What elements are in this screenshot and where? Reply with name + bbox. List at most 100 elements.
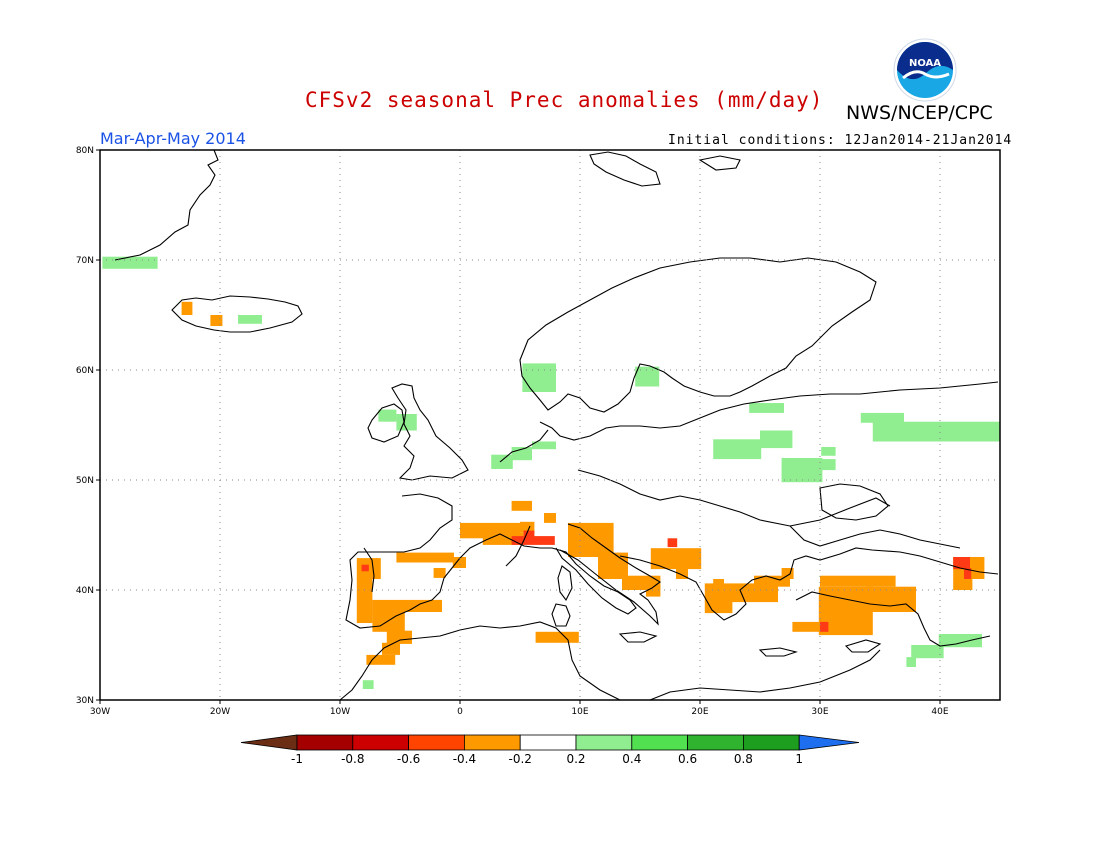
anomaly-cell-41 — [382, 642, 400, 655]
legend-label: 1 — [795, 752, 803, 766]
legend-swatch — [687, 734, 744, 751]
anomaly-cell-45 — [704, 583, 778, 603]
anomaly-cell-48 — [754, 575, 790, 587]
anomaly-cell-22 — [362, 680, 374, 689]
legend-label: 0.8 — [734, 752, 753, 766]
anomaly-cell-4 — [378, 409, 397, 422]
anomaly-cell-14 — [781, 458, 823, 483]
anomaly-cell-58 — [667, 538, 678, 548]
anomaly-cell-62 — [964, 568, 972, 579]
anomaly-cell-34 — [356, 558, 381, 579]
anomaly-cell-56 — [511, 536, 555, 545]
lon-tick-label: 20E — [691, 707, 708, 717]
anomaly-cell-18 — [872, 421, 1000, 442]
anomaly-cell-50 — [792, 621, 823, 632]
legend-label: -0.4 — [453, 752, 476, 766]
anomaly-cell-3 — [238, 315, 262, 324]
anomaly-cell-17 — [860, 412, 904, 423]
anomaly-cell-38 — [372, 609, 405, 632]
noaa-logo-text: NOAA — [909, 58, 941, 69]
lon-tick-label: 40E — [931, 707, 948, 717]
legend-label: 0.6 — [678, 752, 697, 766]
lat-tick-label: 60N — [76, 366, 94, 376]
coastlines — [114, 149, 999, 701]
anomaly-cell-29 — [598, 552, 628, 579]
lat-tick-label: 70N — [76, 256, 94, 266]
legend-label: -1 — [291, 752, 303, 766]
anomaly-cell-49 — [781, 568, 794, 579]
map-frame — [99, 149, 1001, 701]
lon-tick-label: 0 — [457, 707, 463, 717]
initial-conditions-label: Initial conditions: 12Jan2014-21Jan2014 — [668, 133, 1013, 148]
legend-arrow-high — [798, 734, 860, 751]
legend-arrow-low — [240, 734, 298, 751]
anomaly-cell-55 — [953, 577, 973, 590]
graticule — [100, 150, 1000, 700]
anomaly-cell-5 — [396, 414, 417, 431]
anomaly-cell-7 — [635, 366, 660, 387]
period-label: Mar-Apr-May 2014 — [100, 129, 246, 148]
lon-tick-label: 20W — [210, 707, 230, 717]
legend-label: 0.2 — [566, 752, 585, 766]
legend-swatch — [743, 734, 800, 751]
anomaly-cell-26 — [520, 521, 535, 533]
anomaly-cell-33 — [676, 568, 688, 579]
anomaly-cell-60 — [820, 621, 829, 632]
anomaly-cell-10 — [532, 441, 556, 450]
anomaly-cell-13 — [760, 430, 793, 449]
anomaly-cell-51 — [818, 586, 873, 636]
anomaly-cell-15 — [821, 459, 836, 471]
legend-swatch — [408, 734, 465, 751]
anomaly-cell-27 — [544, 513, 556, 523]
anomaly-cell-52 — [820, 575, 896, 587]
anomaly-cell-24 — [460, 522, 520, 539]
lon-tick-label: 30E — [811, 707, 828, 717]
anomaly-cell-42 — [433, 568, 446, 578]
anomaly-cell-46 — [704, 601, 733, 614]
lat-tick-label: 80N — [76, 146, 94, 156]
legend-swatch — [575, 734, 633, 751]
anomaly-cell-30 — [622, 575, 661, 590]
anomaly-cell-1 — [181, 301, 193, 315]
legend-swatch — [519, 734, 577, 751]
anomaly-cell-16 — [821, 447, 836, 456]
anomaly-cell-31 — [646, 584, 661, 597]
lat-tick-label: 30N — [76, 696, 94, 706]
legend-swatch — [631, 734, 688, 751]
anomaly-cell-40 — [366, 654, 396, 665]
noaa-logo: NOAA — [893, 38, 957, 102]
anomaly-cell-9 — [491, 454, 513, 469]
anomaly-cell-36 — [356, 577, 373, 623]
lon-tick-label: 10W — [330, 707, 350, 717]
lat-tick-label: 40N — [76, 586, 94, 596]
lon-tick-label: 30W — [90, 707, 110, 717]
anomaly-cell-12 — [713, 439, 762, 460]
anomaly-cell-61 — [953, 557, 970, 570]
anomaly-cell-11 — [749, 403, 784, 413]
lat-tick-label: 50N — [76, 476, 94, 486]
anomaly-cell-44 — [535, 631, 579, 643]
legend-swatch — [463, 734, 521, 751]
anomaly-cell-6 — [522, 363, 556, 392]
anomaly-cell-0 — [102, 256, 158, 269]
anomaly-cell-47 — [713, 579, 724, 586]
anomaly-cell-25 — [482, 532, 524, 545]
anomaly-cell-43 — [452, 557, 466, 568]
anomaly-cell-20 — [911, 645, 944, 659]
legend-label: 0.4 — [622, 752, 641, 766]
anomaly-cell-53 — [866, 586, 916, 612]
anomaly-cell-35 — [396, 552, 454, 563]
legend-swatch — [352, 734, 409, 751]
anomaly-cell-2 — [210, 315, 223, 326]
anomaly-layer — [102, 256, 1000, 689]
legend-label: -0.8 — [341, 752, 364, 766]
anomaly-cell-23 — [511, 500, 532, 511]
anomaly-cell-32 — [650, 548, 702, 570]
anomaly-cell-57 — [523, 530, 535, 539]
anomaly-cell-19 — [938, 634, 982, 648]
chart-title: CFSv2 seasonal Prec anomalies (mm/day) — [305, 88, 824, 112]
anomaly-cell-28 — [568, 522, 614, 557]
anomaly-cell-54 — [953, 557, 985, 579]
anomaly-cell-8 — [511, 447, 532, 461]
